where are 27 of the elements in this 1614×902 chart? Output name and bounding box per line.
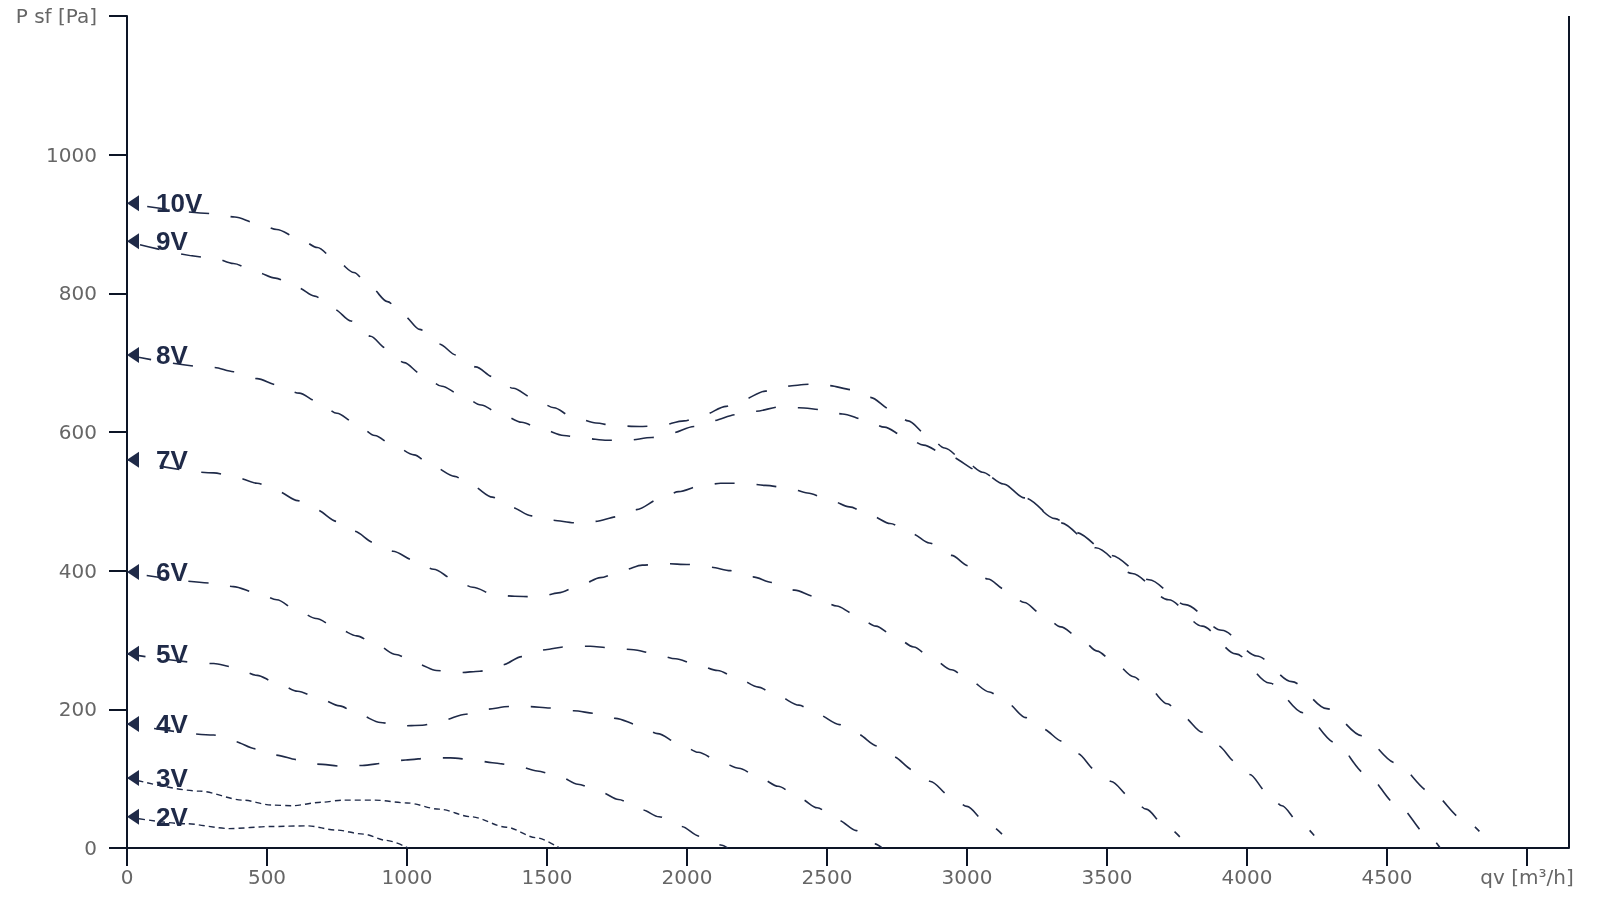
y-tick-label: 800 <box>58 281 97 306</box>
y-tick-label: 1000 <box>46 142 97 167</box>
y-tick-label: P sf [Pa] <box>15 4 97 28</box>
x-tick-label: 2000 <box>661 865 713 889</box>
x-tick-label: 0 <box>120 865 134 889</box>
y-tick-label: 600 <box>58 420 97 444</box>
y-tick-label: 400 <box>58 558 97 583</box>
x-tick-label: 4500 <box>1361 865 1413 889</box>
series-label: 6V <box>156 557 189 588</box>
x-tick-label: 500 <box>247 865 287 889</box>
y-tick-label: 0 <box>84 836 97 860</box>
x-tick-label: 3500 <box>1081 865 1133 889</box>
x-tick-label: 4000 <box>1221 865 1273 889</box>
series-label: 5V <box>156 638 189 669</box>
series-label: 10V <box>156 188 203 219</box>
series-label: 7V <box>156 444 189 475</box>
series-label: 4V <box>156 708 189 739</box>
x-tick-label: 2500 <box>801 865 853 889</box>
series-label: 9V <box>156 226 189 257</box>
series-label: 3V <box>156 762 189 793</box>
x-tick-label: 1000 <box>381 865 433 889</box>
y-tick-label: 200 <box>58 697 97 722</box>
x-tick-label: qv [m³/h] <box>1480 865 1574 889</box>
x-tick-label: 3000 <box>941 865 993 889</box>
series-label: 2V <box>156 801 189 832</box>
x-tick-label: 1500 <box>521 865 573 889</box>
series-label: 8V <box>156 340 189 371</box>
